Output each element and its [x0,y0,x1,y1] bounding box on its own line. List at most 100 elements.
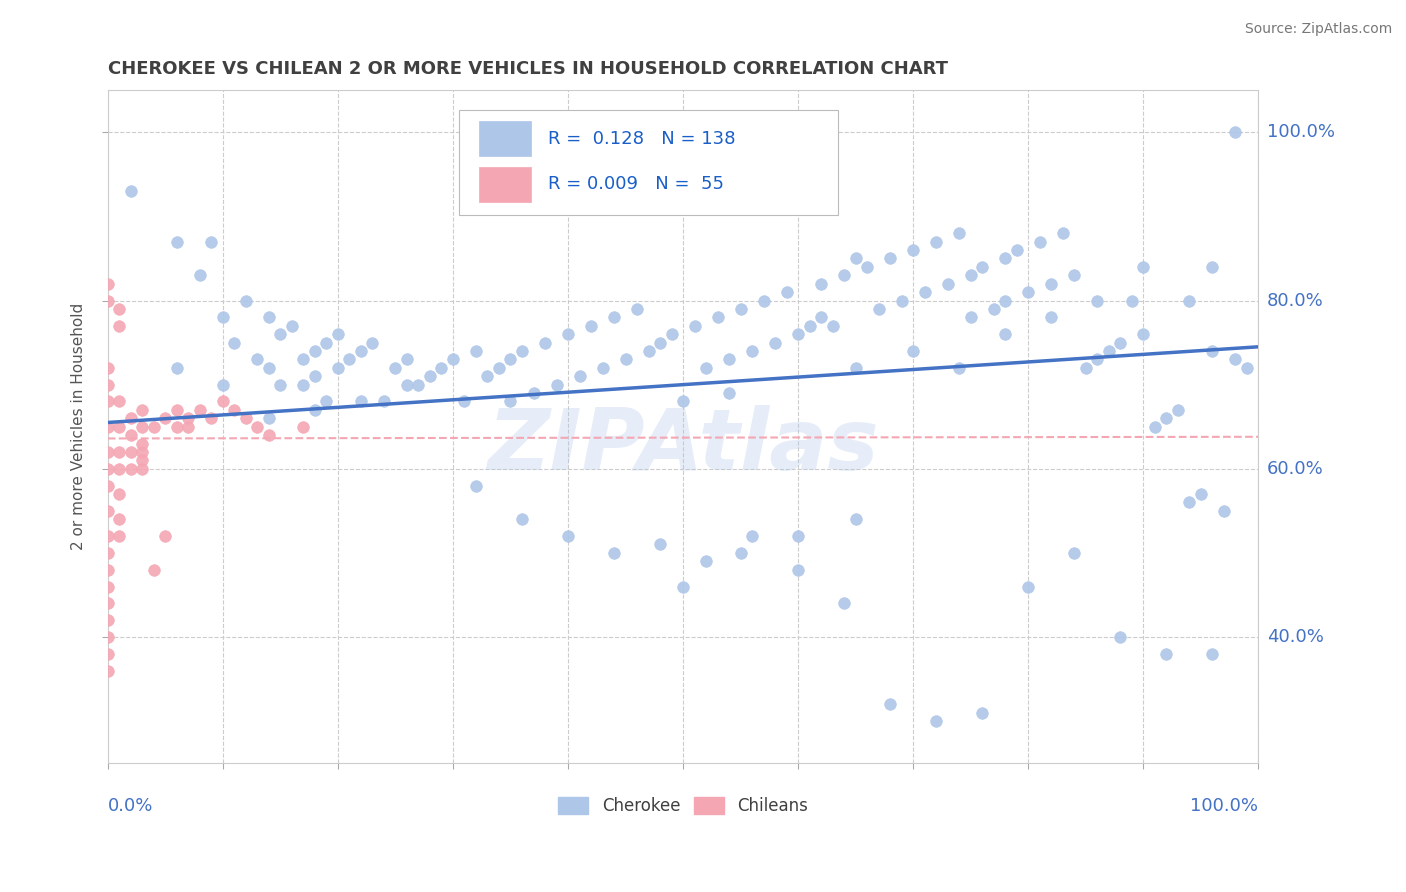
Point [108,487,131,501]
Point [292,419,315,434]
Point [97,580,120,594]
FancyBboxPatch shape [479,121,531,156]
Point [1225,352,1247,367]
Point [510,512,533,526]
Point [269,327,291,342]
Point [1017,285,1039,299]
Point [235,293,257,308]
Point [1156,411,1178,425]
Text: 100.0%: 100.0% [1267,123,1334,141]
Point [1040,277,1063,291]
Point [131,436,153,450]
Point [845,512,868,526]
Point [200,411,222,425]
Point [188,403,211,417]
Point [430,360,453,375]
Point [603,546,626,560]
Text: R =  0.128   N = 138: R = 0.128 N = 138 [548,129,735,148]
Point [832,596,855,610]
Point [108,301,131,316]
Point [810,277,832,291]
Text: 40.0%: 40.0% [1267,628,1323,646]
Point [983,301,1005,316]
Point [1167,403,1189,417]
Point [224,335,246,350]
Point [661,327,683,342]
Point [1132,260,1154,274]
Point [97,293,120,308]
Point [534,335,557,350]
Point [211,310,233,325]
Text: R = 0.009   N =  55: R = 0.009 N = 55 [548,176,724,194]
Point [557,327,579,342]
Point [292,377,315,392]
Point [648,335,671,350]
Point [1063,546,1085,560]
Point [568,369,591,384]
Point [131,462,153,476]
Text: 60.0%: 60.0% [1267,459,1323,478]
Point [1109,335,1132,350]
Point [522,386,544,401]
Text: ZIPAtlas: ZIPAtlas [488,405,879,489]
Point [637,343,659,358]
Point [373,394,395,409]
Point [257,310,280,325]
Point [166,403,188,417]
Text: CHEROKEE VS CHILEAN 2 OR MORE VEHICLES IN HOUSEHOLD CORRELATION CHART: CHEROKEE VS CHILEAN 2 OR MORE VEHICLES I… [108,60,948,78]
Point [97,419,120,434]
Point [1085,352,1108,367]
Point [914,285,936,299]
Point [131,403,153,417]
Point [1201,647,1223,661]
Point [97,277,120,291]
Point [408,377,430,392]
Point [120,428,142,442]
Point [131,453,153,467]
Point [810,310,832,325]
Point [972,260,994,274]
Point [1098,343,1121,358]
Point [1005,243,1028,257]
Point [120,445,142,459]
Point [1225,125,1247,139]
Point [741,529,763,543]
Point [97,613,120,627]
Point [752,293,775,308]
Point [235,411,257,425]
Text: 80.0%: 80.0% [1267,292,1323,310]
Point [1017,580,1039,594]
FancyBboxPatch shape [458,111,838,215]
Point [395,377,418,392]
Point [246,352,269,367]
Point [592,360,614,375]
Point [695,360,717,375]
Point [108,529,131,543]
Point [994,327,1017,342]
Point [465,478,488,492]
Text: 100.0%: 100.0% [1191,797,1258,814]
Point [730,546,752,560]
Point [269,377,291,392]
Point [1085,293,1108,308]
Point [350,394,373,409]
Point [499,394,522,409]
Point [188,268,211,283]
Point [972,706,994,720]
Point [166,419,188,434]
Point [925,714,948,728]
Point [557,529,579,543]
Point [787,529,810,543]
Point [453,394,475,409]
Point [1143,419,1166,434]
Point [948,226,970,240]
Point [879,252,901,266]
Point [903,243,925,257]
Point [488,360,510,375]
Point [97,445,120,459]
Point [108,462,131,476]
Point [868,301,890,316]
Point [1052,226,1074,240]
Point [477,369,499,384]
Point [1132,327,1154,342]
